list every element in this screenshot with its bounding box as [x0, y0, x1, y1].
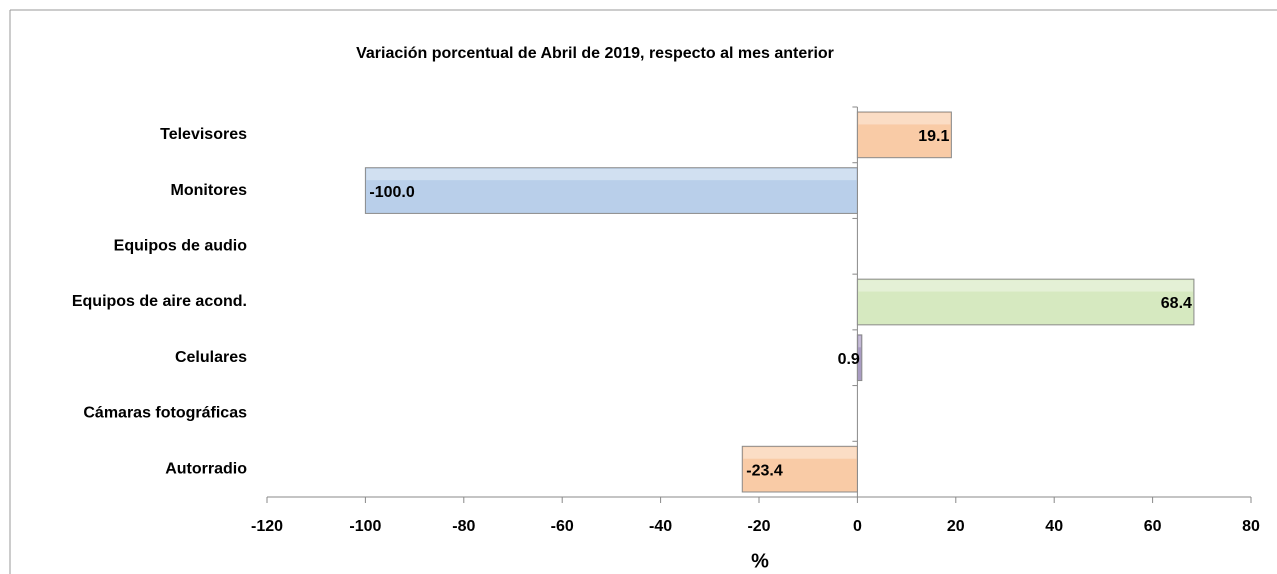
x-tick-label: 20	[947, 518, 965, 535]
x-tick-label: 40	[1045, 518, 1063, 535]
y-tick-label: Cámaras fotográficas	[83, 405, 247, 422]
x-tick-label: -80	[452, 518, 475, 535]
bar-highlight	[366, 168, 857, 181]
data-label: 0.9	[838, 351, 860, 368]
x-tick-label: 80	[1242, 518, 1260, 535]
bar	[856, 111, 952, 159]
bar	[856, 334, 863, 382]
bar-highlight	[743, 447, 857, 459]
x-axis-label: %	[751, 550, 769, 572]
x-tick-label: -100	[349, 518, 381, 535]
bar	[364, 167, 858, 214]
bar	[856, 278, 1195, 326]
y-tick-label: Monitores	[171, 182, 248, 199]
bar-highlight	[858, 113, 951, 125]
y-tick-label: Autorradio	[165, 460, 247, 477]
x-tick-label: 0	[853, 518, 862, 535]
x-tick-label: -20	[747, 518, 770, 535]
y-tick-label: Televisores	[160, 126, 247, 143]
chart-title: Variación porcentual de Abril de 2019, r…	[356, 45, 834, 62]
data-label: 19.1	[918, 128, 949, 145]
y-tick-label: Equipos de aire acond.	[72, 293, 247, 310]
x-tick-label: 60	[1144, 518, 1162, 535]
x-tick-label: -120	[251, 518, 283, 535]
y-tick-label: Celulares	[175, 349, 247, 366]
bar	[741, 445, 858, 493]
y-tick-label: Equipos de audio	[114, 238, 248, 255]
data-label: -100.0	[369, 184, 414, 201]
data-label: 68.4	[1161, 295, 1192, 312]
bar-highlight	[858, 335, 861, 348]
bar-highlight	[858, 280, 1193, 292]
x-tick-label: -60	[551, 518, 574, 535]
x-tick-label: -40	[649, 518, 672, 535]
data-label: -23.4	[746, 462, 783, 479]
